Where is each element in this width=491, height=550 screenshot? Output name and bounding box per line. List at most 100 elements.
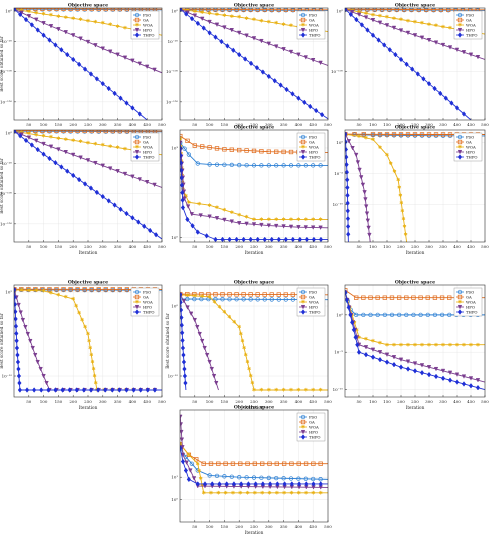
x-axis-label: Iteration — [79, 250, 98, 255]
data-point-woa: ✱ — [207, 294, 211, 300]
data-point-thpo — [106, 198, 111, 204]
data-point-thpo — [353, 334, 358, 341]
chart-title: Objective space — [234, 125, 274, 131]
data-point-woa: ✱ — [274, 21, 278, 27]
data-point-ga — [431, 8, 436, 12]
data-point-hpo — [350, 9, 355, 15]
data-point-ga — [266, 149, 271, 154]
data-point-ga — [54, 8, 59, 11]
legend-marker — [457, 32, 463, 38]
data-point-thpo — [74, 387, 79, 393]
data-point-woa: ✱ — [93, 374, 97, 380]
data-point-woa: ✱ — [200, 294, 204, 300]
data-point-woa: ✱ — [378, 13, 382, 19]
data-point-thpo — [231, 47, 236, 54]
data-point-woa: ✱ — [448, 26, 452, 32]
data-point-thpo — [59, 47, 64, 53]
data-point-ga — [244, 148, 249, 153]
data-point-thpo — [219, 38, 224, 45]
x-tick-label: 150 — [55, 399, 63, 404]
data-point-thpo — [95, 387, 101, 393]
legend-marker — [300, 429, 306, 435]
y-tick-label: 10⁰ — [171, 497, 178, 502]
data-point-ga — [255, 8, 260, 12]
x-tick-label: 50 — [356, 399, 362, 404]
data-point-pso — [237, 475, 242, 480]
data-point-woa: ✱ — [378, 145, 382, 151]
legend-entry: THPO — [466, 154, 478, 159]
data-point-pso — [318, 163, 323, 168]
data-point-pso — [255, 297, 260, 302]
data-point-thpo — [412, 368, 418, 374]
x-tick-label: 250 — [84, 244, 92, 249]
data-point-pso — [244, 475, 249, 480]
legend-marker — [300, 32, 306, 38]
data-point-woa: ✱ — [71, 297, 75, 303]
data-point-thpo — [391, 361, 397, 368]
series-line-ga — [180, 135, 328, 154]
data-point-ga — [61, 130, 66, 133]
data-point-woa: ✱ — [108, 22, 112, 28]
x-tick-label: 400 — [453, 122, 461, 127]
legend-marker — [134, 12, 140, 18]
data-point-ga — [269, 8, 274, 12]
data-point-hpo — [130, 58, 135, 64]
data-point-woa: ✱ — [462, 342, 466, 348]
data-point-pso — [396, 312, 402, 318]
x-tick-label: 500 — [158, 244, 166, 249]
data-point-woa: ✱ — [123, 146, 127, 152]
data-point-ga — [245, 461, 250, 466]
data-point-thpo — [65, 168, 70, 174]
x-tick-label: 150 — [221, 399, 229, 404]
legend-entry: PSO — [466, 289, 474, 294]
data-point-woa: ✱ — [178, 442, 182, 448]
chart-panel-6: ✱✱✱✱✱✱✱✱✱✱✱✱✱✱✱✱501001502002503003504004… — [333, 125, 490, 256]
data-point-hpo — [41, 21, 46, 26]
legend-entry: HPO — [309, 149, 318, 154]
x-tick-label: 200 — [69, 399, 77, 404]
data-point-pso — [222, 162, 227, 167]
data-point-thpo — [224, 481, 229, 487]
data-point-hpo — [318, 60, 323, 66]
data-point-ga — [416, 8, 421, 12]
data-point-hpo — [356, 12, 362, 18]
data-point-ga — [290, 8, 295, 12]
data-point-hpo — [266, 41, 272, 47]
data-point-woa: ✱ — [399, 17, 403, 23]
legend-entry: PSO — [309, 12, 317, 17]
data-point-pso — [368, 312, 373, 318]
chart-panel-9: ✱✱✱✱✱✱✱✱✱✱✱✱✱✱✱✱✱✱✱✱✱✱✱✱ 50 100 150 200 250 30… — [333, 280, 490, 411]
data-point-thpo — [461, 381, 467, 387]
chart-panel-4: ✱✱✱✱✱✱✱✱✱✱✱✱✱✱✱✱✱✱✱✱50100150200250300350… — [0, 129, 166, 255]
data-point-woa: ✱ — [289, 490, 293, 496]
data-point-woa: ✱ — [371, 339, 375, 345]
x-tick-label: 300 — [265, 399, 273, 404]
data-point-pso — [234, 297, 239, 302]
data-point-ga — [220, 292, 225, 297]
data-point-woa: ✱ — [77, 311, 81, 317]
data-point-thpo — [345, 297, 350, 303]
x-tick-label: 300 — [265, 122, 273, 127]
series-line-woa — [180, 443, 328, 494]
data-point-woa: ✱ — [86, 140, 90, 146]
data-point-woa: ✱ — [74, 304, 78, 310]
data-point-woa: ✱ — [87, 339, 91, 345]
x-tick-label: 500 — [324, 524, 332, 529]
data-point-ga — [262, 292, 267, 297]
data-point-thpo — [88, 387, 94, 393]
x-tick-label: 450 — [143, 122, 151, 127]
data-point-thpo — [387, 47, 392, 53]
y-axis-label: Best score obtained so far — [0, 313, 4, 369]
data-point-woa: ✱ — [222, 310, 226, 316]
data-point-thpo — [180, 175, 184, 181]
data-point-woa: ✱ — [41, 12, 45, 18]
data-point-woa: ✱ — [71, 138, 75, 144]
data-point-hpo — [207, 19, 212, 25]
data-point-pso — [199, 296, 204, 302]
data-point-woa: ✱ — [420, 342, 424, 348]
data-point-woa: ✱ — [371, 12, 375, 18]
y-tick-label: 10⁰ — [336, 312, 343, 317]
data-point-ga — [68, 287, 73, 292]
